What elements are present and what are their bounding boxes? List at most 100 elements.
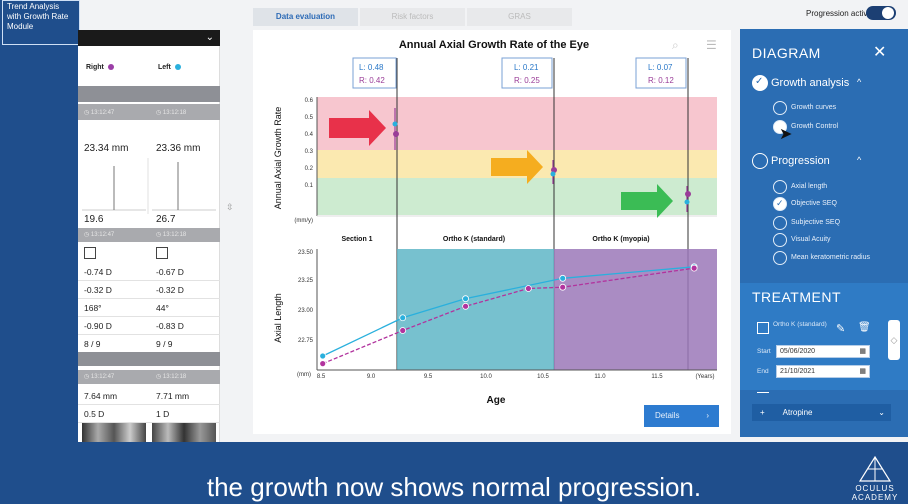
growth-point-left [392,121,398,127]
table-row: -0.74 D -0.67 D [78,263,220,281]
calendar-icon[interactable]: ▦ [859,348,866,355]
timestamp-left-3: ◷ 13:12:18 [156,374,187,380]
x-unit: (Years) [695,374,714,380]
callout-box [352,57,397,89]
checkbox-left[interactable] [156,247,168,259]
table-row: -0.32 D -0.32 D [78,281,220,299]
ytick: 0.2 [305,166,314,172]
growth-control-radio[interactable] [773,120,787,134]
axial-length-label[interactable]: Axial length [791,183,828,190]
orange-arrow-icon [491,150,543,184]
subtitle-text: the growth now shows normal progression. [206,472,702,502]
growth-analysis-label[interactable]: Growth analysis [771,77,850,89]
ytick: 22.75 [298,338,314,344]
treatment-item-label: Ortho K (standard) [773,321,827,328]
chevron-up-icon[interactable]: ^ [857,155,862,165]
start-date-input[interactable]: 05/06/2020 ▦ [776,345,870,358]
cursor-icon: ➤ [779,126,793,143]
signal-graphs [82,158,216,214]
settings-sliders-icon[interactable]: ☰ [706,38,717,52]
data-point-right [319,360,327,368]
ytick: 0.3 [305,149,314,155]
tab-gras[interactable]: GRAS [467,8,572,26]
right-dot-icon [107,64,114,71]
progression-section-label[interactable]: Progression [771,155,830,167]
end-date-input[interactable]: 21/10/2021 ▦ [776,365,870,378]
radio[interactable] [773,216,787,230]
growth-point-left [684,199,690,205]
plus-icon: + [760,408,765,417]
progression-radio[interactable] [752,153,768,169]
data-point-left [319,352,327,360]
topography-image-right [82,423,146,442]
checkbox-right[interactable] [84,247,96,259]
data-point-left [462,295,469,303]
chart-title: Annual Axial Growth Rate of the Eye [399,39,589,51]
growth-chart: Annual Axial Growth Rate of the Eye 0.6 … [273,39,717,406]
close-icon[interactable]: ✕ [873,44,887,61]
calendar-icon[interactable]: ▦ [859,368,866,375]
gray-strip-2 [78,352,220,366]
y-unit: (mm/y) [294,218,313,224]
xtick: 10.0 [480,374,492,380]
timestamp-bar [78,104,220,120]
radio[interactable] [773,180,787,194]
growth-control-label[interactable]: Growth Control [791,123,839,130]
start-label: Start [757,348,771,355]
red-arrow-icon [329,110,386,146]
subjective-seq-label[interactable]: Subjective SEQ [791,219,841,226]
ytick: 23.50 [298,250,314,256]
right-eye-legend: Right [86,64,114,71]
toggle-knob [882,7,894,19]
details-button[interactable]: Details › [644,405,719,427]
mean-keratometric-label[interactable]: Mean keratometric radius [791,254,870,261]
callout-right: R: 0.12 [648,76,674,85]
chevron-down-icon: ⌄ [878,408,885,417]
timestamp-left-2: ◷ 13:12:18 [156,232,187,238]
growth-curves-radio[interactable] [773,101,787,115]
tab-data-evaluation[interactable]: Data evaluation [253,8,358,26]
timestamp-right-3: ◷ 13:12:47 [84,374,115,380]
chevron-up-icon[interactable]: ^ [857,77,862,87]
scroll-handle[interactable]: ◇ [888,320,900,360]
table-row: -0.90 D -0.83 D [78,317,220,335]
radio[interactable] [773,233,787,247]
treatment-checkbox[interactable] [757,322,769,334]
ytick: 0.6 [305,98,314,104]
data-point-left [559,274,567,282]
gray-strip [78,86,220,102]
growth-curves-label[interactable]: Growth curves [791,104,837,111]
visual-acuity-label[interactable]: Visual Acuity [791,236,831,243]
data-point-right [399,327,407,334]
edit-icon[interactable]: ✎ [836,323,846,335]
callout-left: L: 0.07 [648,63,673,72]
chevron-down-icon: ⌄ [205,32,214,43]
x-ticks: 8.5 9.0 9.5 10.0 10.5 11.0 11.5 (Years) [317,374,715,380]
growth-point-right [685,191,691,197]
section-label: Section 1 [341,236,372,243]
tab-risk-factors[interactable]: Risk factors [360,8,465,26]
radio[interactable] [773,251,787,265]
callouts: L: 0.48 R: 0.42 L: 0.21 R: 0.25 L: 0.07 … [352,57,687,89]
value-right: 19.6 [84,214,104,225]
zoom-icon[interactable]: ⌕ [672,38,679,52]
timestamp-right: ◷ 13:12:47 [84,110,115,116]
xtick: 11.0 [594,374,606,380]
growth-points [392,108,691,212]
objective-seq-label[interactable]: Objective SEQ [791,200,837,207]
callout-right: R: 0.25 [514,76,540,85]
treatment-title: TREATMENT [752,289,842,305]
delete-icon[interactable]: 🗑 [858,322,871,333]
growth-point-right [551,167,557,173]
growth-analysis-check-icon[interactable]: ✓ [752,75,768,91]
radio-checked[interactable]: ✓ [773,197,787,211]
scroll-arrows-icon[interactable]: ⇳ [226,202,234,212]
value-left: 26.7 [156,214,176,225]
axial-right: 23.34 mm [84,143,129,154]
diagram-title: DIAGRAM [752,45,821,61]
add-treatment-dropdown[interactable]: + Atropine ⌄ [752,404,891,421]
patient-dropdown[interactable]: ⌄ [78,30,220,46]
section-label: Ortho K (myopia) [592,236,649,243]
timestamp-bar-3 [78,370,220,384]
